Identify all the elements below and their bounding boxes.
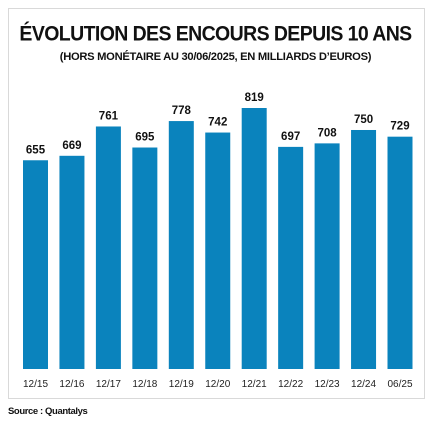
x-tick-label: 12/18 bbox=[132, 379, 157, 390]
x-tick-label: 12/23 bbox=[315, 379, 340, 390]
x-tick-label: 12/16 bbox=[59, 379, 84, 390]
bar-value-label: 655 bbox=[26, 144, 46, 156]
x-tick-label: 12/15 bbox=[23, 379, 48, 390]
bar-value-label: 695 bbox=[135, 132, 155, 144]
chart-subtitle: (HORS MONÉTAIRE AU 30/06/2025, EN MILLIA… bbox=[59, 51, 372, 63]
x-tick-label: 06/25 bbox=[387, 379, 412, 390]
bar-chart: 655 12/15 669 12/16 761 12/17 695 12/18 778 12/19… bbox=[23, 92, 413, 390]
source-note: Source : Quantalys bbox=[8, 406, 88, 417]
bar-value-label: 697 bbox=[281, 131, 300, 143]
bar-12-19 bbox=[168, 121, 194, 369]
chart-title: ÉVOLUTION DES ENCOURS DEPUIS 10 ANS bbox=[19, 22, 412, 46]
x-tick-label: 12/19 bbox=[169, 379, 194, 390]
bar-12-16 bbox=[59, 155, 85, 369]
bar-12-23 bbox=[314, 143, 340, 369]
bar-value-label: 669 bbox=[62, 140, 81, 152]
bar-12-24 bbox=[351, 129, 377, 369]
bar-12-15 bbox=[23, 160, 48, 369]
bar-12-21 bbox=[241, 108, 267, 369]
bar-value-label: 761 bbox=[99, 110, 119, 122]
bar-06-25 bbox=[387, 136, 413, 369]
bar-value-label: 778 bbox=[172, 105, 192, 117]
x-tick-label: 12/20 bbox=[205, 379, 230, 390]
x-tick-label: 12/22 bbox=[278, 379, 303, 390]
x-tick-label: 12/24 bbox=[351, 379, 376, 390]
x-tick-label: 12/21 bbox=[242, 379, 267, 390]
bar-value-label: 742 bbox=[208, 117, 227, 129]
bar-value-label: 729 bbox=[390, 121, 409, 133]
bar-value-label: 819 bbox=[245, 92, 264, 104]
bar-value-label: 708 bbox=[318, 127, 338, 139]
x-tick-label: 12/17 bbox=[96, 379, 121, 390]
bar-12-17 bbox=[95, 126, 121, 369]
bar-12-18 bbox=[132, 147, 158, 369]
bar-value-label: 750 bbox=[354, 114, 373, 126]
bar-12-22 bbox=[278, 146, 304, 369]
bar-12-20 bbox=[205, 132, 231, 369]
